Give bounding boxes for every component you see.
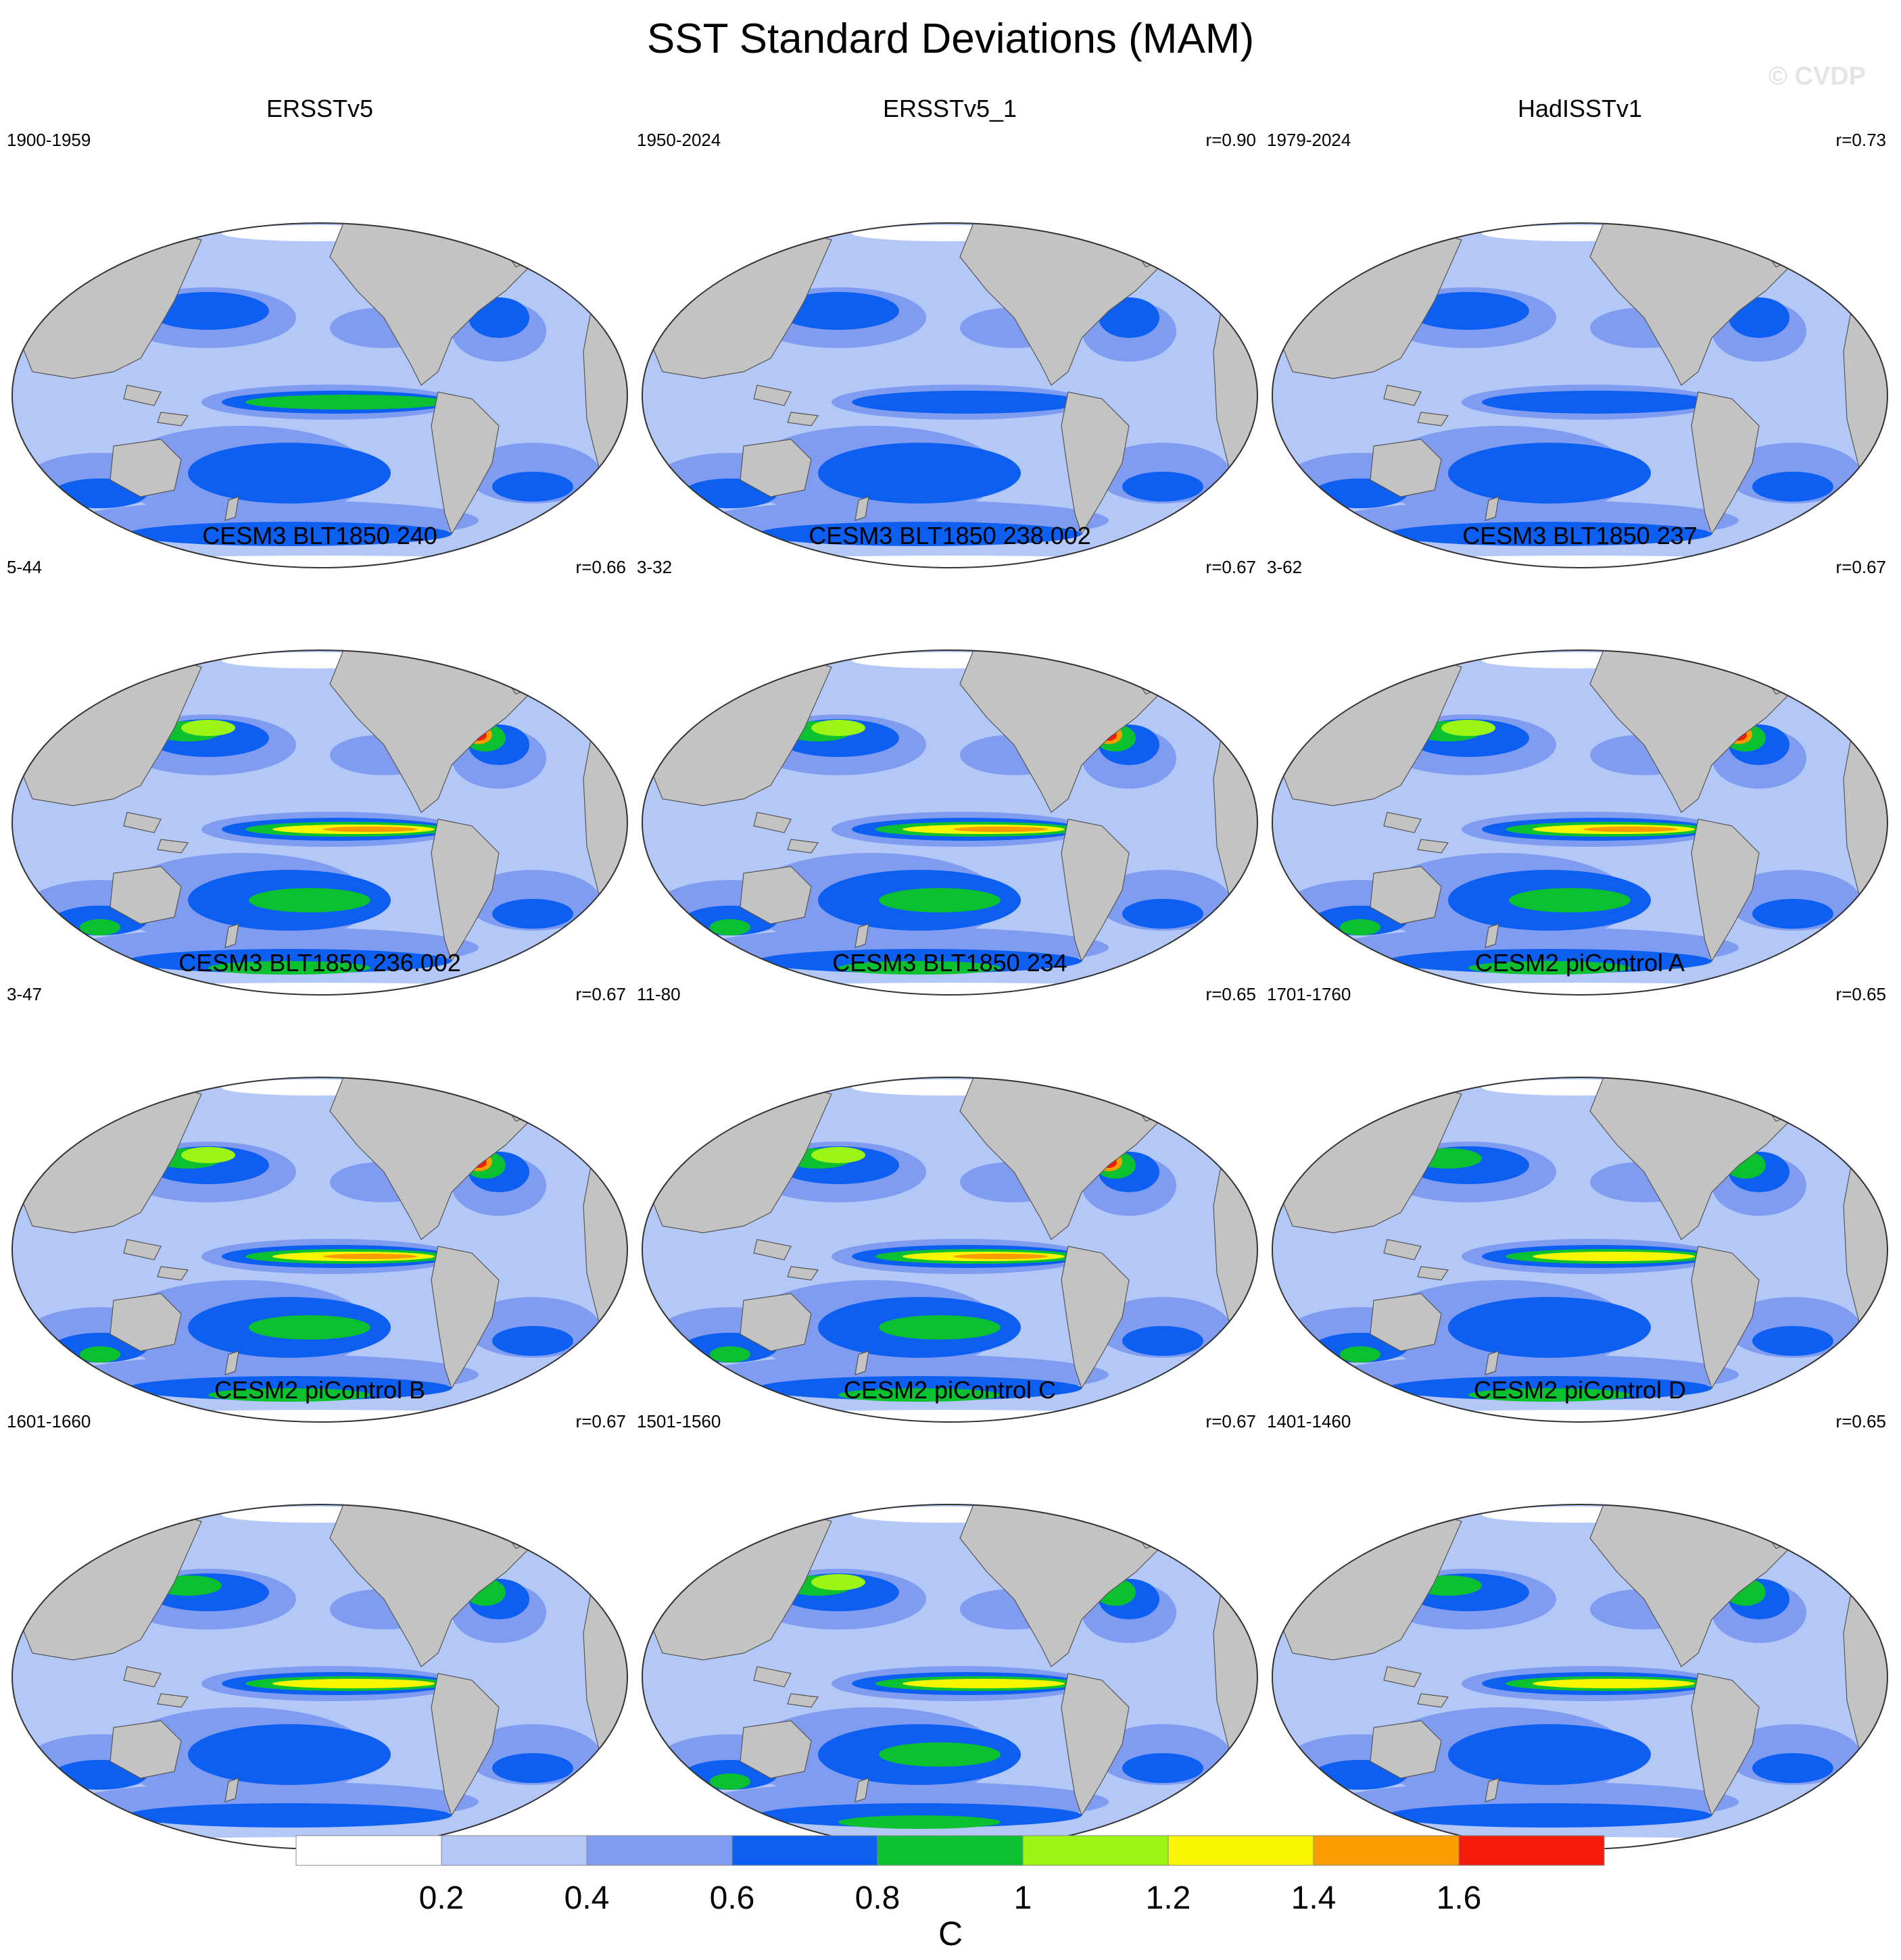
colorbar-tick-label: 0.2 [419, 1880, 464, 1916]
panel-title: ERSSTv5_1 [882, 95, 1017, 122]
world-map [642, 1077, 1258, 1423]
world-map [642, 1504, 1258, 1850]
panel-period: 3-62 [1267, 557, 1303, 577]
colorbar-tick-label: 1 [1014, 1880, 1032, 1916]
panel-period: 1401-1460 [1267, 1411, 1351, 1431]
colorbar-tick-label: 0.4 [564, 1880, 610, 1916]
world-map [11, 1077, 628, 1423]
panel-title: CESM3 BLT1850 240 [202, 522, 437, 549]
map-panel: HadISSTv1 1979-2024 r=0.73 [1266, 95, 1894, 568]
world-map [11, 1504, 628, 1850]
panel-period: 1501-1560 [637, 1411, 721, 1431]
panel-period: 1979-2024 [1267, 130, 1351, 150]
panel-title: CESM3 BLT1850 234 [832, 949, 1067, 977]
colorbar-tick-label: 1.4 [1291, 1880, 1337, 1916]
map-panel: ERSSTv5_1 1950-2024 r=0.90 [635, 95, 1264, 568]
world-map [642, 650, 1258, 996]
panel-correlation: r=0.67 [1835, 557, 1886, 577]
map-panel: CESM2 piControl C 1501-1560 r=0.67 [635, 1376, 1264, 1850]
panel-title: CESM2 piControl D [1473, 1376, 1687, 1404]
panel-correlation: r=0.90 [1205, 130, 1256, 150]
panel-correlation: r=0.65 [1835, 984, 1886, 1004]
colorbar-unit: C [938, 1915, 963, 1953]
map-panel: CESM3 BLT1850 234 11-80 r=0.65 [635, 949, 1264, 1423]
panel-title: CESM2 piControl C [843, 1376, 1057, 1404]
panel-period: 1701-1760 [1267, 984, 1351, 1004]
world-map [1272, 1077, 1888, 1423]
map-panel: ERSSTv5 1900-1959 [5, 95, 634, 568]
panel-period: 11-80 [637, 984, 681, 1004]
colorbar-tick-label: 1.6 [1437, 1880, 1482, 1916]
panel-title: ERSSTv5 [266, 95, 374, 122]
watermark: © CVDP [1768, 62, 1866, 91]
panel-title: CESM2 piControl B [214, 1376, 426, 1404]
map-panel: CESM3 BLT1850 238.002 3-32 r=0.67 [635, 522, 1264, 996]
panel-correlation: r=0.67 [575, 1411, 626, 1431]
colorbar-tick-label: 0.6 [710, 1880, 755, 1916]
panel-correlation: r=0.65 [1835, 1411, 1886, 1431]
map-panel: CESM3 BLT1850 236.002 3-47 r=0.67 [5, 949, 634, 1423]
panel-correlation: r=0.65 [1205, 984, 1256, 1004]
panel-period: 1900-1959 [7, 130, 91, 150]
world-map [642, 222, 1258, 568]
world-map [11, 222, 628, 568]
panel-correlation: r=0.67 [1205, 557, 1256, 577]
world-map [1272, 222, 1888, 568]
map-panel: CESM2 piControl B 1601-1660 r=0.67 [5, 1376, 634, 1850]
world-map [1272, 650, 1888, 996]
panel-title: HadISSTv1 [1517, 95, 1643, 122]
panel-title: CESM2 piControl A [1474, 949, 1685, 977]
panel-title: CESM3 BLT1850 236.002 [178, 949, 461, 977]
figure-title: SST Standard Deviations (MAM) [646, 16, 1255, 62]
map-panel: CESM2 piControl A 1701-1760 r=0.65 [1266, 949, 1894, 1423]
panel-correlation: r=0.73 [1835, 130, 1886, 150]
panel-correlation: r=0.67 [575, 984, 626, 1004]
panel-period: 1950-2024 [637, 130, 721, 150]
world-map [11, 650, 628, 996]
panel-title: CESM3 BLT1850 238.002 [809, 522, 1091, 549]
panel-period: 3-32 [637, 557, 673, 577]
map-panel: CESM3 BLT1850 237 3-62 r=0.67 [1266, 522, 1894, 996]
map-panel: CESM2 piControl D 1401-1460 r=0.65 [1266, 1376, 1894, 1850]
panel-period: 5-44 [7, 557, 43, 577]
map-panel: CESM3 BLT1850 240 5-44 r=0.66 [5, 522, 634, 996]
panel-title: CESM3 BLT1850 237 [1462, 522, 1698, 549]
world-map [1272, 1504, 1888, 1850]
panel-correlation: r=0.66 [575, 557, 626, 577]
colorbar-tick-label: 1.2 [1146, 1880, 1191, 1916]
panel-period: 1601-1660 [7, 1411, 91, 1431]
panel-period: 3-47 [7, 984, 43, 1004]
colorbar-tick-label: 0.8 [855, 1880, 900, 1916]
panel-correlation: r=0.67 [1205, 1411, 1256, 1431]
